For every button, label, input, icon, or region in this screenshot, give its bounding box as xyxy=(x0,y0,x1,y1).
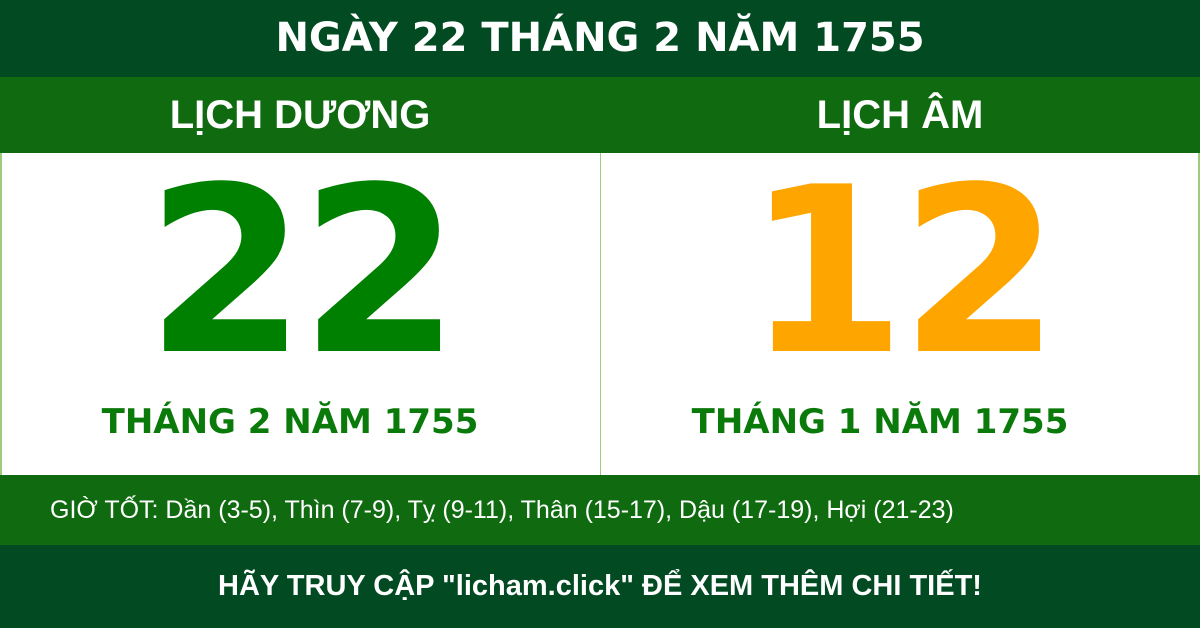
lunar-month-year: THÁNG 1 NĂM 1755 xyxy=(691,402,1069,442)
calendar-headers: LỊCH DƯƠNG LỊCH ÂM xyxy=(0,77,1200,153)
lunar-day: 12 xyxy=(745,139,1060,406)
divider xyxy=(600,153,601,475)
solar-day: 22 xyxy=(145,139,460,406)
solar-calendar-label: LỊCH DƯƠNG xyxy=(169,93,431,137)
footer-cta: HÃY TRUY CẬP "licham.click" ĐỂ XEM THÊM … xyxy=(0,545,1200,628)
solar-month-year: THÁNG 2 NĂM 1755 xyxy=(101,402,479,442)
good-hours: GIỜ TỐT: Dần (3-5), Thìn (7-9), Tỵ (9-11… xyxy=(0,475,1200,545)
page-title: NGÀY 22 THÁNG 2 NĂM 1755 xyxy=(0,0,1200,77)
lunar-calendar-label: LỊCH ÂM xyxy=(816,93,984,137)
